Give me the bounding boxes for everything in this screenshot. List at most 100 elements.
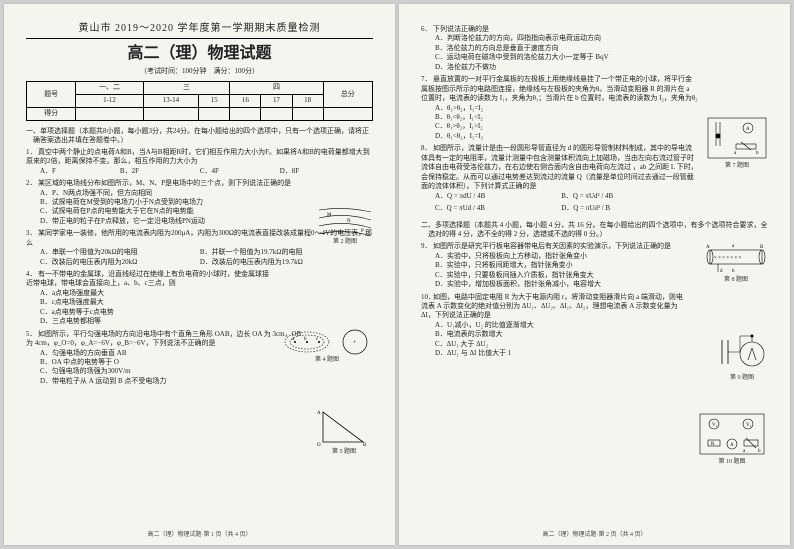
- q7-stem: 悬直放置的一对平行金属板的左极板上用绝缘线悬挂了一个带正电的小球，将平行金属板按…: [421, 75, 698, 102]
- cell: 三: [143, 82, 230, 95]
- cell: 13-14: [143, 94, 198, 107]
- svg-text:M: M: [327, 213, 332, 218]
- qnum: 10．: [421, 293, 433, 302]
- opt: B．OA 中点的电势等于 O: [40, 358, 305, 367]
- cell: 一、二: [76, 82, 143, 95]
- opt: D．ΔU₁ 与 ΔI 比值大于 1: [435, 349, 688, 358]
- title-underline: [26, 38, 373, 39]
- svg-text:B: B: [760, 245, 764, 250]
- cell: [230, 107, 261, 120]
- svg-text:b: b: [758, 449, 761, 454]
- page-1: 黄山市 2019～2020 学年度第一学期期末质量检测 高二（理）物理试题 （考…: [4, 4, 395, 545]
- question-6: 6．下列说法正确的是 A．判断洛伦兹力的方向，四指指向表示电荷运动方向 B．洛伦…: [421, 25, 768, 72]
- opt: B．并联一个阻值为19.7kΩ的电阻: [200, 248, 360, 257]
- opt: D．洛伦兹力不做功: [435, 63, 768, 72]
- svg-text:V₂: V₂: [746, 423, 752, 428]
- qnum: 7．: [421, 75, 433, 84]
- opt: A．串联一个阻值为20kΩ的电阻: [40, 248, 200, 257]
- opt: A．Q = πdU / 4B: [435, 191, 561, 203]
- cell: 四: [230, 82, 323, 95]
- opt: C．4F: [200, 167, 280, 176]
- footer-right: 高二（理）物理试题·第 2 页（共 4 页）: [399, 531, 790, 539]
- opt: C．θ₁>θ₂，I₁>I₂: [435, 122, 698, 131]
- caption: 第 10 题图: [696, 458, 768, 466]
- opt: B．试探电荷在M受到的电场力小于N点受到的电场力: [40, 198, 311, 207]
- cell: 17: [261, 94, 292, 107]
- caption: 第 2 题图: [317, 238, 373, 246]
- svg-text:a: a: [732, 244, 735, 249]
- opt: C．改装后的电压表内阻为20kΩ: [40, 258, 200, 267]
- opt: C．ΔU₁ 大于 ΔU₂: [435, 340, 688, 349]
- caption: 第 7 题图: [706, 162, 768, 170]
- cell: [143, 107, 198, 120]
- q6-stem: 下列说法正确的是: [433, 25, 489, 33]
- opt: C．试探电荷在P点的电势能大于它在N点的电势能: [40, 207, 311, 216]
- cell: [261, 107, 292, 120]
- main-title: 黄山市 2019～2020 学年度第一学期期末质量检测: [26, 22, 373, 36]
- opt: B．c点电场强度最大: [40, 298, 273, 307]
- cell: [76, 107, 143, 120]
- figure-q4: a b c + 第 4 题图: [281, 326, 373, 364]
- q10-stem: 如图，电路中固定电阻 R 为大于电源内阻 r，将滑动变阻器滑片向 a 端滑动，则…: [421, 293, 683, 320]
- cell: 总分: [323, 82, 372, 108]
- svg-text:V₁: V₁: [712, 423, 718, 428]
- figure-q10: V₁ V₂ A R a b 第 10 题图: [696, 410, 768, 466]
- section-1-heading: 一、单项选择题（本题共8小题，每小题3分，共24分。在每小题给出的四个选项中，只…: [26, 127, 373, 145]
- opt: D．改装后的电压表内阻为19.7kΩ: [200, 258, 360, 267]
- figure-q2: M N P 第 2 题图: [317, 206, 373, 246]
- qnum: 3．: [26, 229, 38, 238]
- q4-stem: 有一不带电的金属球，沿直线经过在绝缘上有负电荷的小球时，使金属球接近带电球，带电…: [26, 270, 269, 287]
- svg-text:a: a: [743, 449, 746, 454]
- svg-text:b: b: [756, 151, 759, 156]
- opt: D．θ₁<θ₂，I₁=I₂: [435, 132, 698, 141]
- qnum: 2．: [26, 179, 38, 188]
- svg-text:+: +: [353, 340, 357, 346]
- opt: B．Q = πUd² / 4B: [561, 191, 687, 203]
- opt: D．带正电的粒子在P点释放，它一定沿电场线PN运动: [40, 217, 311, 226]
- opt: D．三点电势都相等: [40, 317, 273, 326]
- circuit-icon: A a b: [706, 116, 768, 162]
- opt: D．8F: [280, 167, 360, 176]
- q1-stem: 真空中两个静止的点电荷A和B，当A与B相距R时，它们相互作用力大小为F。如果将A…: [26, 148, 370, 165]
- caption: 第 4 题图: [281, 356, 373, 364]
- opt: A．a点电场强度最大: [40, 289, 273, 298]
- svg-text:A: A: [746, 127, 750, 132]
- qnum: 5．: [26, 330, 38, 339]
- opt: D．Q = πUd² / B: [561, 203, 687, 215]
- cell: [292, 107, 323, 120]
- cell: 题号: [27, 82, 76, 108]
- circuit-diagram-icon: V₁ V₂ A R a b: [696, 410, 768, 458]
- opt: A．判断洛伦兹力的方向，四指指向表示电荷运动方向: [435, 34, 768, 43]
- score-table: 题号 一、二 三 四 总分 1-12 13-14 15 16 17 18 得分: [26, 81, 373, 120]
- cell: 15: [199, 94, 230, 107]
- opt: D．实验中，增加极板面积，指针张角减小，电容增大: [435, 280, 708, 289]
- caption: 第 8 题图: [704, 276, 768, 284]
- svg-text:A: A: [706, 245, 710, 250]
- footer-left: 高二（理）物理试题·第 1 页（共 4 页）: [4, 531, 395, 539]
- opt: A．θ₁>θ₂，I₁=I₂: [435, 104, 698, 113]
- caption: 第 9 题图: [716, 374, 768, 382]
- figure-q9: 第 9 题图: [716, 334, 768, 382]
- opt: C．运动电荷在磁场中受到的洛伦兹力大小一定等于 BqV: [435, 53, 768, 62]
- opt: B．实验中，只将板间距增大，指针张角变小: [435, 261, 708, 270]
- opt: B．θ₁<θ₂，I₁<I₂: [435, 113, 698, 122]
- opt: A．实验中，只将极板向上方移动，指针张角变小: [435, 252, 708, 261]
- question-4: 4．有一不带电的金属球，沿直线经过在绝缘上有负电荷的小球时，使金属球接近带电球，…: [26, 270, 373, 327]
- svg-text:× × × × × × ×: × × × × × × ×: [714, 256, 741, 261]
- svg-text:P: P: [361, 229, 364, 234]
- svg-text:A: A: [730, 443, 734, 448]
- svg-text:N: N: [347, 219, 351, 224]
- opt: A．U₁减小，U₂ 的比值逐渐增大: [435, 321, 688, 330]
- page-2: 6．下列说法正确的是 A．判断洛伦兹力的方向，四指指向表示电荷运动方向 B．洛伦…: [399, 4, 790, 545]
- opt: C．匀强电场的场强为300V/m: [40, 367, 305, 376]
- opt: C．Q = πUd / 4B: [435, 203, 561, 215]
- opt: B．洛伦兹力的方向总是垂直于速度方向: [435, 44, 768, 53]
- figure-q7: A a b 第 7 题图: [706, 116, 768, 170]
- caption: 第 5 题图: [315, 448, 373, 456]
- section-2-heading: 二、多项选择题（本题共 4 小题，每小题 4 分，共 16 分。在每小题给出的四…: [421, 221, 768, 239]
- question-1: 1．真空中两个静止的点电荷A和B，当A与B相距R时，它们相互作用力大小为F。如果…: [26, 148, 373, 176]
- electroscope-icon: [716, 334, 768, 374]
- figure-q8: × × × × × × × A B a b d 第 8 题图: [704, 242, 768, 284]
- cell: 16: [230, 94, 261, 107]
- sphere-diagram-icon: a b c +: [281, 326, 373, 356]
